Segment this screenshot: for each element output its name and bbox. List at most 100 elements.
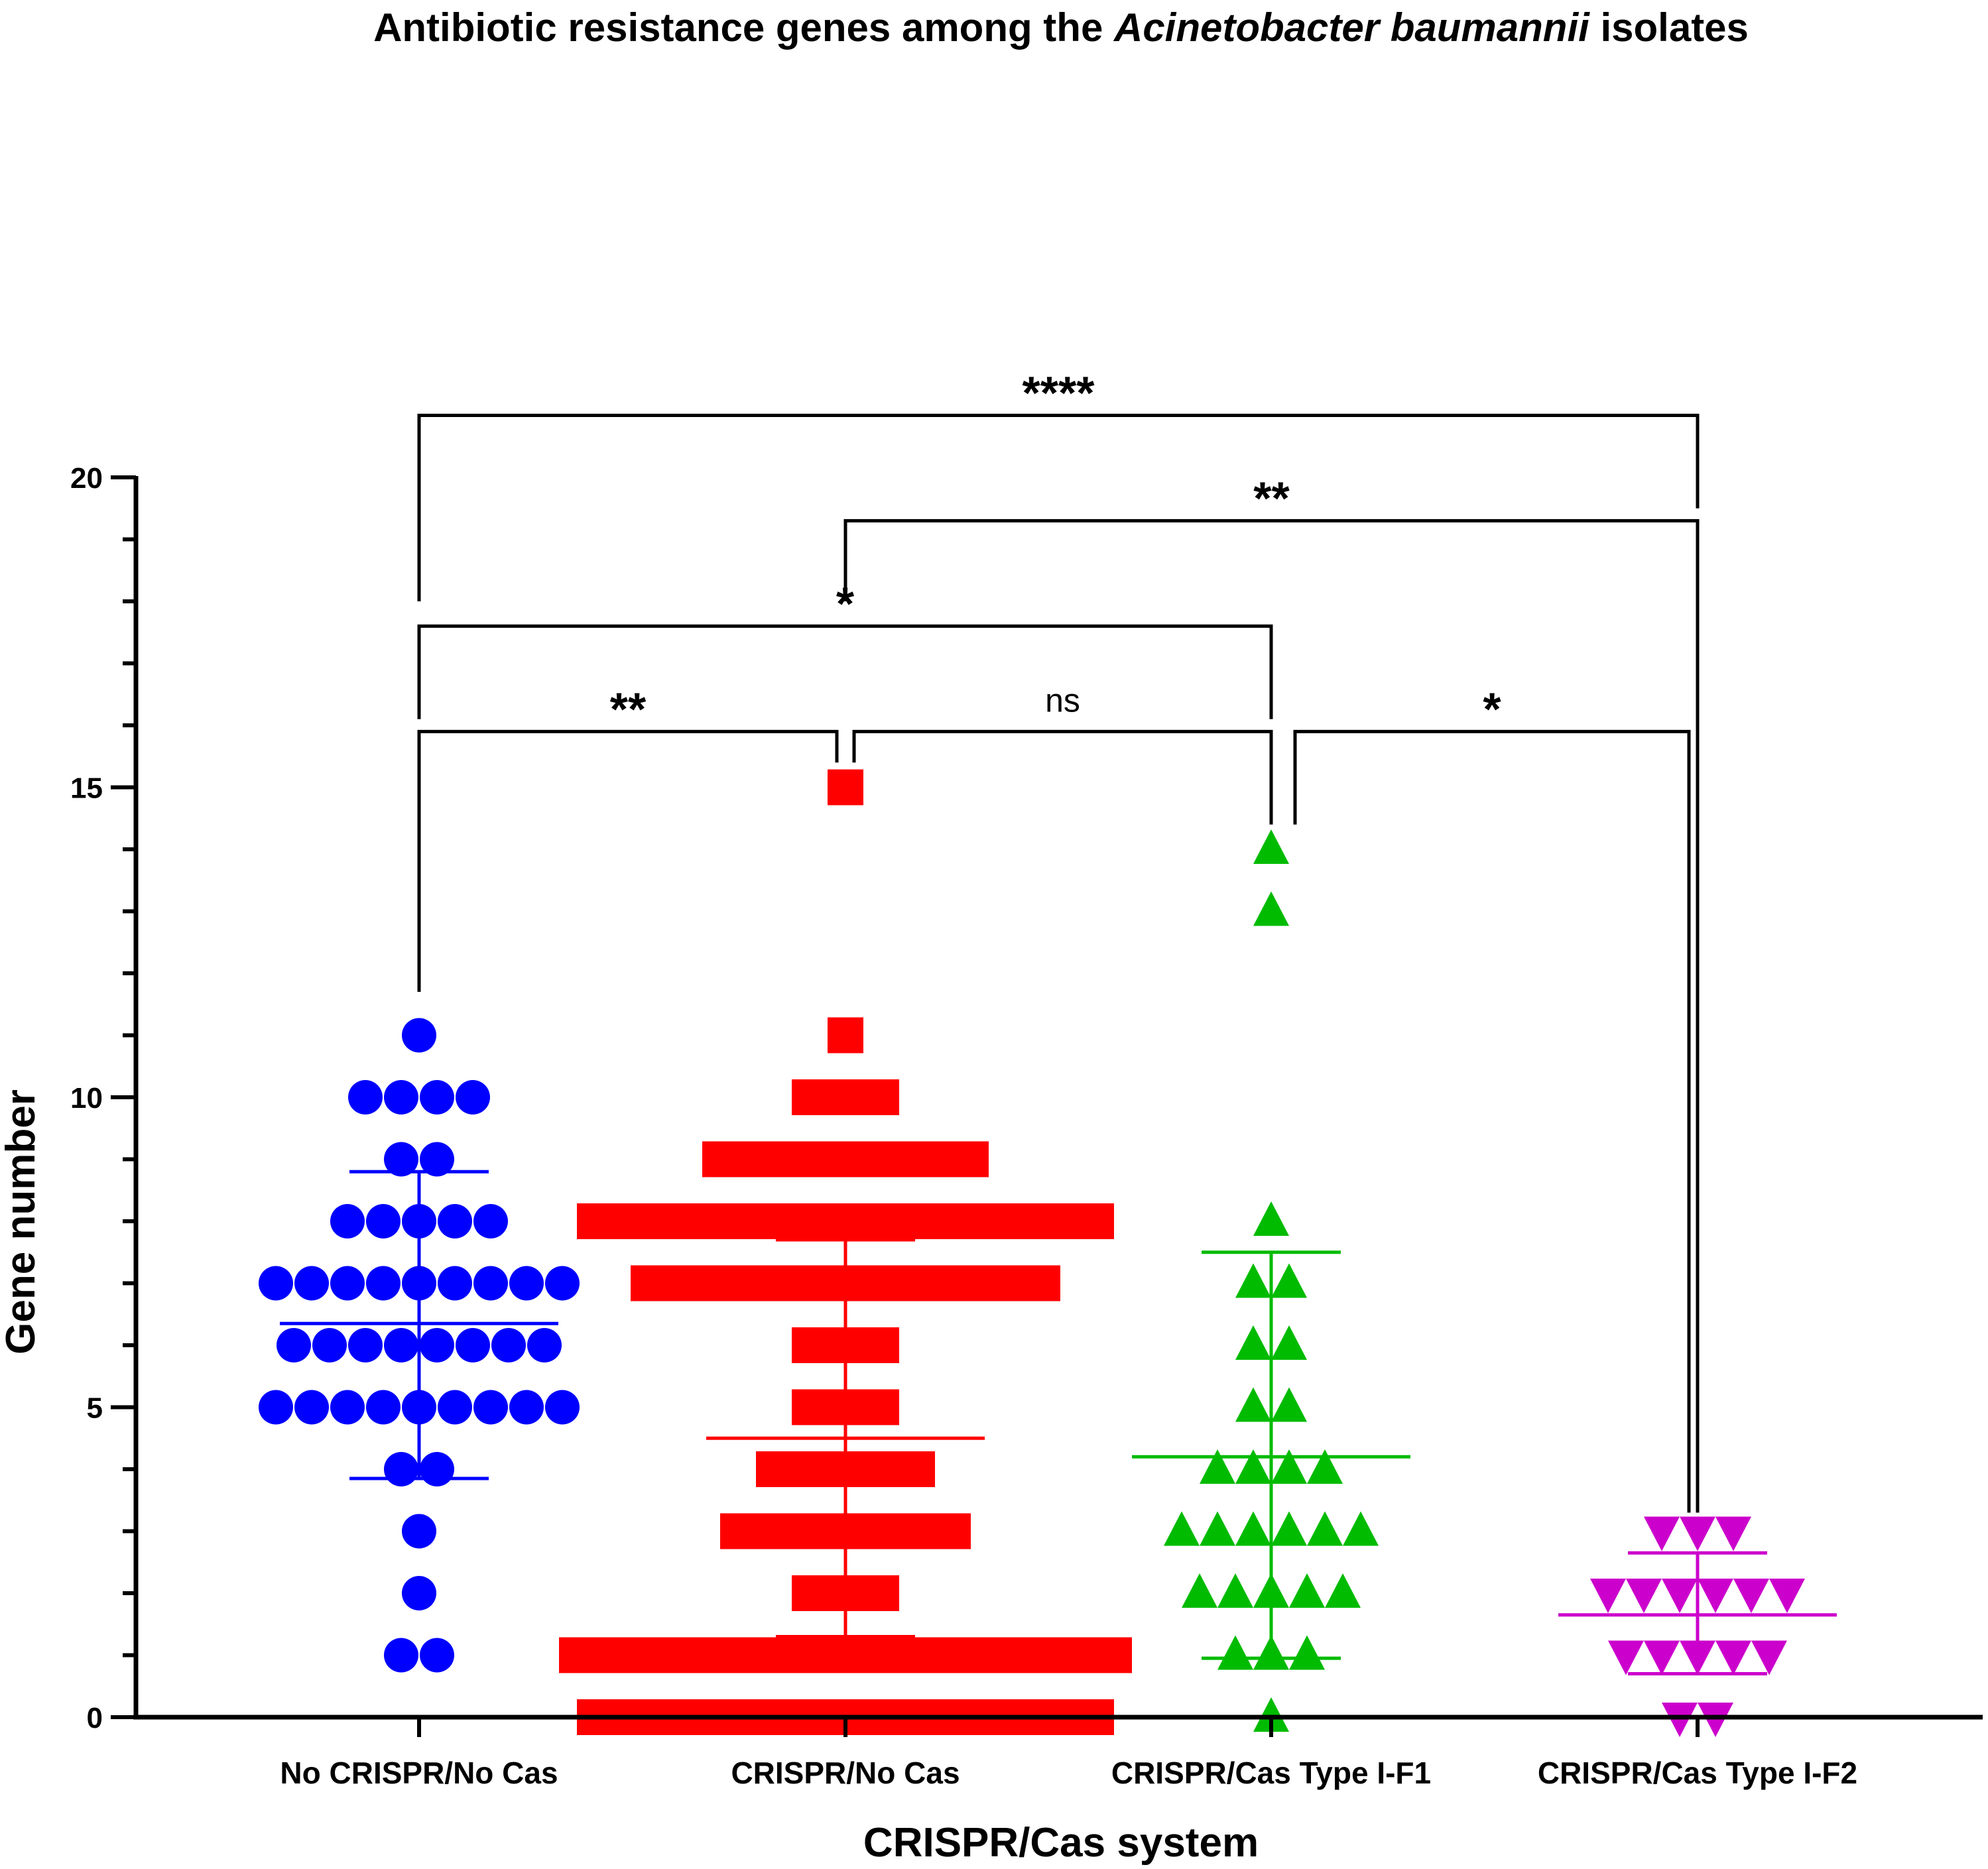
data-point: [774, 1141, 810, 1177]
data-point: [259, 1390, 293, 1425]
data-point: [756, 1513, 792, 1549]
y-tick-label: 0: [87, 1702, 103, 1734]
significance-bracket: [852, 729, 1273, 825]
data-point: [1253, 829, 1289, 864]
data-point: [402, 1018, 436, 1053]
y-tick-label: 5: [87, 1392, 103, 1425]
data-point: [1662, 1579, 1698, 1613]
data-point: [1271, 1263, 1307, 1298]
data-point: [989, 1637, 1025, 1673]
data-point: [810, 1141, 845, 1177]
data-point: [402, 1514, 436, 1549]
data-point: [1271, 1387, 1307, 1422]
data-point: [720, 1203, 756, 1239]
significance-label: ns: [1045, 682, 1080, 719]
data-point: [863, 1203, 899, 1239]
data-point: [1253, 1201, 1289, 1236]
data-point: [438, 1390, 472, 1425]
data-point: [1698, 1703, 1733, 1737]
data-point: [1042, 1203, 1078, 1239]
data-point: [294, 1266, 329, 1301]
data-point: [1751, 1640, 1787, 1675]
data-point: [935, 1513, 971, 1549]
data-point: [1235, 1387, 1271, 1422]
data-point: [881, 1141, 917, 1177]
data-point: [384, 1080, 418, 1115]
significance-bracket: [417, 624, 1273, 719]
data-point: [577, 1203, 613, 1239]
data-point: [863, 1451, 899, 1487]
data-point: [384, 1328, 418, 1362]
data-point: [828, 1203, 863, 1239]
data-point: [863, 1079, 899, 1115]
data-point: [348, 1328, 383, 1362]
data-point: [1271, 1449, 1307, 1484]
data-point: [366, 1266, 401, 1301]
data-point: [384, 1452, 418, 1486]
data-point: [384, 1638, 418, 1673]
data-point: [792, 1327, 828, 1363]
data-point: [1733, 1579, 1769, 1613]
data-point: [738, 1141, 774, 1177]
significance-brackets: ** ns ********: [417, 367, 1700, 1513]
data-point: [738, 1265, 774, 1301]
data-point: [1680, 1516, 1715, 1551]
data-point: [1644, 1516, 1680, 1551]
data-point: [863, 1575, 899, 1611]
significance-label: ****: [1023, 367, 1095, 419]
data-point: [527, 1328, 562, 1362]
data-point: [420, 1328, 454, 1362]
data-point: [1007, 1203, 1042, 1239]
data-point: [545, 1390, 580, 1425]
data-point: [1769, 1579, 1805, 1613]
data-point: [1235, 1511, 1271, 1546]
data-point: [702, 1637, 738, 1673]
data-point: [420, 1142, 454, 1177]
data-point: [738, 1637, 774, 1673]
data-point: [312, 1328, 347, 1362]
data-point: [881, 1637, 917, 1673]
data-point: [774, 1265, 810, 1301]
data-point: [631, 1637, 666, 1673]
data-point: [702, 1265, 738, 1301]
x-tick-label: No CRISPR/No Cas: [280, 1756, 558, 1790]
data-point: [1025, 1265, 1060, 1301]
data-point: [1253, 891, 1289, 926]
data-point: [456, 1328, 490, 1362]
data-point: [1235, 1449, 1271, 1484]
data-point: [1271, 1325, 1307, 1360]
data-point: [666, 1265, 702, 1301]
data-point: [1217, 1573, 1253, 1608]
significance-bracket: [1293, 729, 1691, 1513]
data-point: [613, 1203, 649, 1239]
data-point: [509, 1390, 544, 1425]
data-point: [792, 1203, 828, 1239]
data-point: [917, 1265, 953, 1301]
data-point: [1662, 1703, 1698, 1737]
data-point: [810, 1265, 845, 1301]
data-point: [1025, 1637, 1060, 1673]
data-point: [438, 1266, 472, 1301]
data-point: [595, 1637, 631, 1673]
data-point: [899, 1203, 935, 1239]
data-point: [666, 1637, 702, 1673]
data-point: [559, 1637, 595, 1673]
x-tick-label: CRISPR/Cas Type I-F2: [1538, 1756, 1857, 1790]
data-point: [953, 1265, 989, 1301]
data-point: [845, 1141, 881, 1177]
data-point: [384, 1142, 418, 1177]
data-point: [402, 1576, 436, 1610]
data-point: [420, 1080, 454, 1115]
data-point: [1164, 1511, 1200, 1546]
data-point: [702, 1141, 738, 1177]
data-point: [509, 1266, 544, 1301]
data-point: [366, 1390, 401, 1425]
significance-label: **: [1253, 472, 1290, 524]
data-point: [438, 1204, 472, 1238]
data-point: [1289, 1573, 1325, 1608]
data-point: [1235, 1325, 1271, 1360]
data-point: [1590, 1579, 1626, 1613]
chart-title-part-1: Antibiotic resistance genes among the: [373, 5, 1114, 50]
data-point: [1078, 1203, 1114, 1239]
data-point: [899, 1451, 935, 1487]
